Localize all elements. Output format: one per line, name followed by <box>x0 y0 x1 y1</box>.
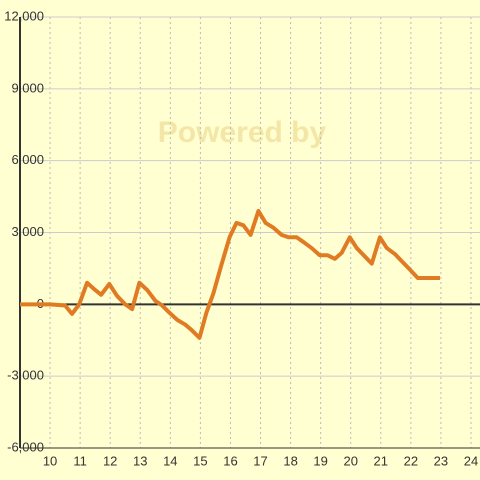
y-tick-label: 3,000 <box>11 224 44 239</box>
x-tick-label: 23 <box>434 453 448 468</box>
x-tick-label: 22 <box>404 453 418 468</box>
watermark: Powered by <box>158 116 327 149</box>
x-tick-label: 10 <box>43 453 57 468</box>
x-tick-label: 18 <box>283 453 297 468</box>
x-tick-label: 19 <box>313 453 327 468</box>
x-tick-label: 21 <box>374 453 388 468</box>
x-tick-label: 16 <box>223 453 237 468</box>
y-tick-label: -6,000 <box>7 439 44 454</box>
x-tick-label: 13 <box>133 453 147 468</box>
line <box>20 208 441 340</box>
y-tick-label: 6,000 <box>11 152 44 167</box>
x-tick-label: 14 <box>163 453 177 468</box>
y-tick-label: -3,000 <box>7 368 44 383</box>
x-tick-label: 15 <box>193 453 207 468</box>
x-tick-label: 20 <box>343 453 357 468</box>
x-tick-label: 12 <box>103 453 117 468</box>
x-tick-label: 17 <box>253 453 267 468</box>
x-tick-label: 11 <box>73 453 87 468</box>
x-tick-label: 24 <box>464 453 478 468</box>
y-tick-label: 9,000 <box>11 80 44 95</box>
y-tick-label: 12,000 <box>4 8 44 23</box>
